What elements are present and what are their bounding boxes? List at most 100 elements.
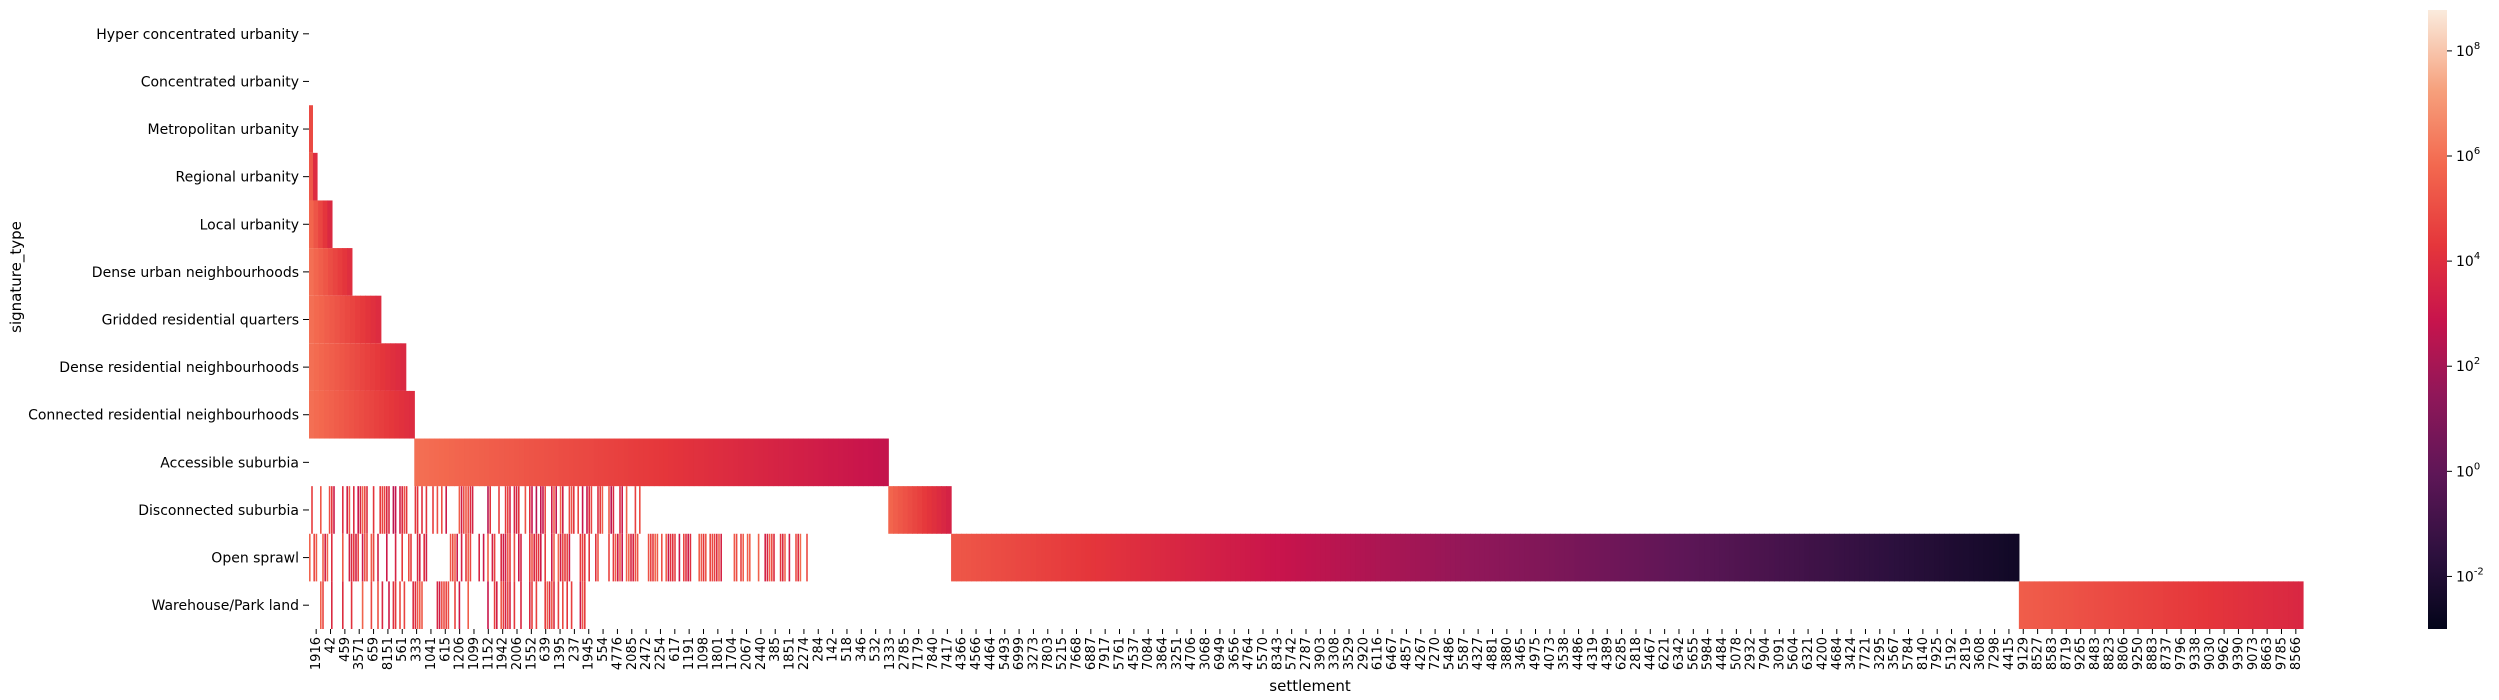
heatmap-cell xyxy=(447,581,450,629)
heatmap-cell xyxy=(795,533,797,582)
column-label: 8806 xyxy=(2117,637,2132,670)
heatmap-cell xyxy=(1025,533,1032,582)
heatmap-cell xyxy=(936,486,942,534)
heatmap-cell xyxy=(613,438,620,487)
column-label: 9785 xyxy=(2274,637,2289,670)
heatmap-cell xyxy=(344,390,350,439)
heatmap-cell xyxy=(544,581,546,629)
heatmap-cell xyxy=(614,533,617,582)
heatmap-cell xyxy=(1050,533,1057,582)
heatmap-cell xyxy=(347,248,353,296)
heatmap-cell xyxy=(535,581,538,629)
heatmap-cell xyxy=(612,533,615,582)
column-label: 7179 xyxy=(912,637,927,670)
heatmap-cell xyxy=(322,200,328,249)
heatmap-cell xyxy=(1998,533,2005,582)
heatmap-cell xyxy=(342,248,348,296)
column-label: 4327 xyxy=(1471,637,1486,670)
heatmap-cell xyxy=(531,533,533,582)
heatmap-cell xyxy=(665,533,667,582)
heatmap-cell xyxy=(1040,533,1047,582)
heatmap-cell xyxy=(315,533,318,582)
heatmap-cell xyxy=(1035,533,1042,582)
heatmap-cell xyxy=(324,390,330,439)
heatmap-cell xyxy=(318,200,324,249)
heatmap-cell xyxy=(2148,581,2155,629)
heatmap-cell xyxy=(529,486,531,534)
heatmap-cell xyxy=(1544,533,1551,582)
column-label: 284 xyxy=(811,637,826,662)
column-label: 42 xyxy=(324,637,339,654)
column-label: 4467 xyxy=(1643,637,1658,670)
heatmap-cell xyxy=(449,438,455,487)
heatmap-cell xyxy=(502,581,505,629)
heatmap-cell xyxy=(474,438,480,487)
colorbar-gradient xyxy=(2428,10,2447,629)
heatmap-cell xyxy=(1704,533,1711,582)
heatmap-cell xyxy=(2048,581,2055,629)
heatmap-cell xyxy=(318,248,324,296)
heatmap-cell xyxy=(364,390,370,439)
heatmap-cell xyxy=(2108,581,2115,629)
heatmap-cell xyxy=(1609,533,1616,582)
heatmap-cell xyxy=(2063,581,2070,629)
heatmap-cell xyxy=(2078,581,2085,629)
heatmap-cell xyxy=(425,533,428,582)
heatmap-cell xyxy=(414,486,417,534)
heatmap-cell xyxy=(1045,533,1052,582)
heatmap-cell xyxy=(372,486,375,534)
heatmap-cell xyxy=(625,486,628,534)
heatmap-cell xyxy=(1290,533,1296,582)
column-label: 3465 xyxy=(1514,637,1529,670)
heatmap-cell xyxy=(2208,581,2214,629)
heatmap-cell xyxy=(384,390,390,439)
heatmap-cell xyxy=(2173,581,2179,629)
heatmap-cell xyxy=(581,486,584,534)
column-label: 8527 xyxy=(2031,637,2046,670)
heatmap-cell xyxy=(313,533,315,582)
heatmap-cell xyxy=(1080,533,1087,582)
column-label: 3068 xyxy=(1199,637,1214,670)
column-label: 5604 xyxy=(1787,637,1802,670)
column-label: 4706 xyxy=(1184,637,1199,670)
heatmap-cell xyxy=(357,533,359,582)
heatmap-cell xyxy=(2138,581,2145,629)
colorbar-tick-label: 10-2 xyxy=(2456,566,2484,585)
column-label: 7904 xyxy=(1758,637,1773,670)
heatmap-cell xyxy=(489,486,491,534)
heatmap-cell xyxy=(346,486,348,534)
column-label: 1152 xyxy=(481,637,496,670)
heatmap-cell xyxy=(718,533,720,582)
heatmap-cell xyxy=(479,438,485,487)
x-axis-label: settlement xyxy=(1269,677,1351,695)
heatmap-cell xyxy=(758,438,765,487)
column-label: 5587 xyxy=(1457,637,1472,670)
heatmap-cell xyxy=(1355,533,1361,582)
heatmap-cell xyxy=(588,533,590,582)
heatmap-cell xyxy=(349,390,355,439)
heatmap-cell xyxy=(634,533,637,582)
heatmap-cell xyxy=(324,533,326,582)
heatmap-cell xyxy=(2103,581,2110,629)
heatmap-cell xyxy=(494,438,500,487)
heatmap-cell xyxy=(1265,533,1272,582)
heatmap-cell xyxy=(628,438,635,487)
heatmap-cell xyxy=(504,533,507,582)
heatmap-cell xyxy=(436,581,439,629)
heatmap-cell xyxy=(1215,533,1222,582)
heatmap-cell xyxy=(359,390,365,439)
heatmap-cell xyxy=(385,343,392,391)
heatmap-cell xyxy=(685,533,687,582)
heatmap-cell xyxy=(1879,533,1885,582)
heatmap-cell xyxy=(2238,581,2244,629)
heatmap-cell xyxy=(798,438,805,487)
heatmap-cell xyxy=(2213,581,2219,629)
heatmap-cell xyxy=(1784,533,1790,582)
heatmap-cell xyxy=(496,581,498,629)
heatmap-cell xyxy=(966,533,972,582)
heatmap-cell xyxy=(456,533,458,582)
heatmap-cell xyxy=(619,486,621,534)
heatmap-cell xyxy=(2183,581,2189,629)
heatmap-cell xyxy=(1509,533,1516,582)
heatmap-cell xyxy=(370,295,377,344)
